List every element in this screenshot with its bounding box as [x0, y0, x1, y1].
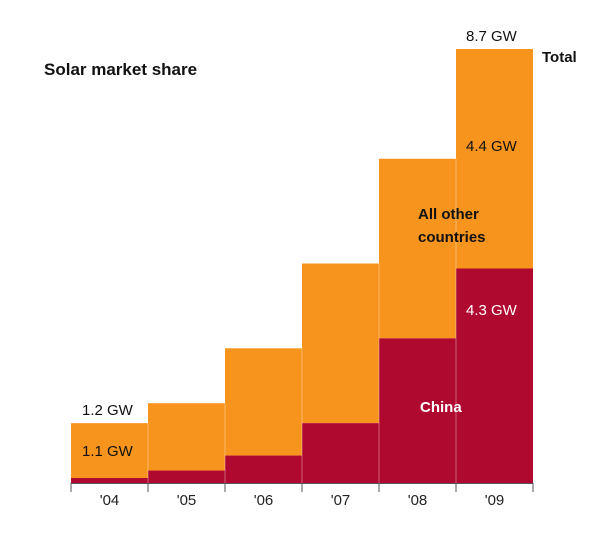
bar-china-0	[71, 478, 148, 483]
bar-other-0	[71, 423, 148, 479]
bar-china-1	[148, 470, 225, 483]
total-2004-label: 1.2 GW	[82, 402, 134, 419]
china-2009-label: 4.3 GW	[466, 302, 518, 319]
x-axis-ticks: '04 '05 '06 '07 '08 '09	[70, 483, 534, 509]
x-tick-label-5: '09	[485, 492, 505, 509]
china-annotation: China	[420, 399, 462, 416]
x-tick-label-0: '04	[100, 492, 120, 509]
x-tick-label-2: '06	[254, 492, 274, 509]
other-countries-annotation-line1: All other	[418, 206, 479, 223]
x-tick-label-3: '07	[331, 492, 351, 509]
bar-other-3	[302, 263, 379, 424]
bar-other-1	[148, 403, 225, 471]
bar-china-4	[379, 338, 456, 483]
total-2009-label: 8.7 GW	[466, 28, 518, 45]
other-2004-label: 1.1 GW	[82, 443, 134, 460]
other-2009-label: 4.4 GW	[466, 138, 518, 155]
bar-other-5	[456, 49, 533, 269]
bar-other-2	[225, 348, 302, 456]
x-tick-label-1: '05	[177, 492, 197, 509]
bars-group	[71, 49, 533, 483]
bar-other-4	[379, 158, 456, 339]
x-tick-label-4: '08	[408, 492, 428, 509]
bar-china-5	[456, 268, 533, 483]
chart-title: Solar market share	[44, 60, 197, 79]
total-series-label: Total	[542, 49, 577, 66]
bar-separators	[147, 158, 457, 483]
other-countries-annotation-line2: countries	[418, 229, 486, 246]
bar-china-2	[225, 455, 302, 483]
bar-china-3	[302, 423, 379, 483]
